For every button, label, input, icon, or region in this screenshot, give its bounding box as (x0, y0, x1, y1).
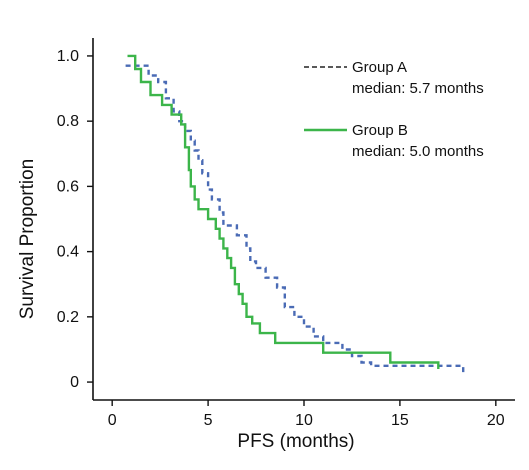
legend: Group A median: 5.7 months Group B median: … (304, 59, 484, 160)
y-tick-label: 1.0 (57, 48, 79, 65)
series-line-group-a (125, 64, 465, 373)
y-tick-label: 0.2 (57, 309, 79, 326)
legend-median-group-b: median: 5.0 months (352, 143, 484, 160)
y-tick-label: 0 (70, 374, 79, 391)
x-axis-title: PFS (months) (237, 431, 354, 452)
y-tick-label: 0.6 (57, 178, 79, 195)
x-tick-label: 0 (108, 412, 117, 429)
x-tick-label: 5 (204, 412, 213, 429)
series-line-group-b (127, 54, 440, 369)
x-tick-label: 10 (295, 412, 313, 429)
legend-label-group-a: Group A (352, 59, 407, 76)
y-axis-title: Survival Proportion (17, 159, 38, 320)
legend-median-group-a: median: 5.7 months (352, 80, 484, 97)
x-tick-label: 15 (391, 412, 409, 429)
y-tick-label: 0.4 (57, 244, 79, 261)
x-tick-label: 20 (487, 412, 505, 429)
series-layer (125, 54, 465, 373)
axes: 0 0.2 0.4 0.6 0.8 1.0 0 5 10 15 20 PFS (months) Surv… (17, 38, 515, 452)
legend-label-group-b: Group B (352, 122, 408, 139)
y-tick-label: 0.8 (57, 113, 79, 130)
